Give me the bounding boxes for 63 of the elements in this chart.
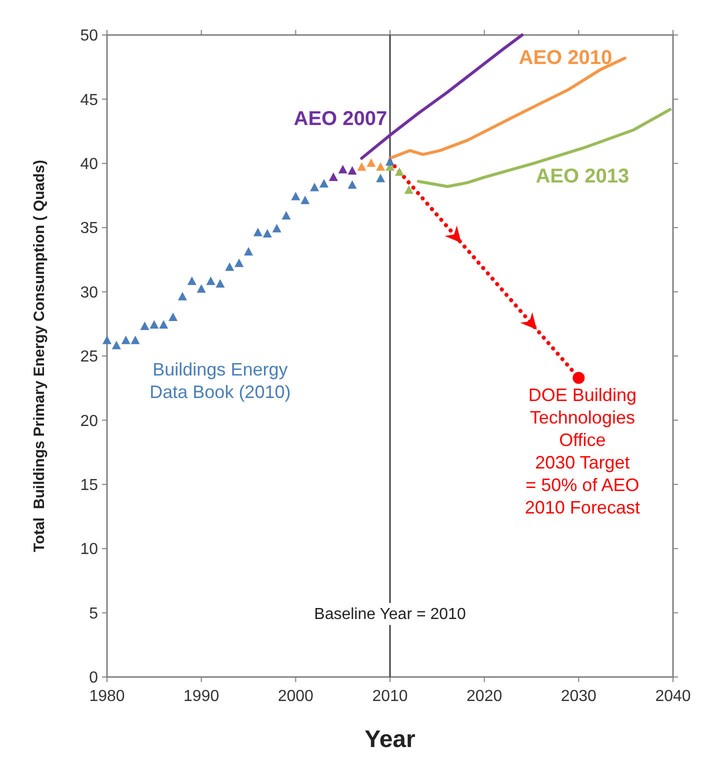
point <box>386 157 394 166</box>
ref-line-label: Baseline Year = 2010 <box>314 606 466 623</box>
series-label: Buildings Energy Data Book (2010) <box>150 359 291 402</box>
x-tick-label: 2020 <box>466 688 502 705</box>
point <box>357 162 366 171</box>
point <box>376 174 386 182</box>
y-tick-label: 0 <box>89 670 98 687</box>
point <box>572 372 585 384</box>
point <box>244 246 253 256</box>
x-tick-label: 2040 <box>655 688 691 705</box>
point <box>319 178 328 188</box>
point <box>376 162 386 171</box>
y-tick-label: 25 <box>80 348 98 366</box>
point <box>159 320 168 329</box>
point <box>216 279 225 288</box>
point <box>366 158 376 167</box>
point <box>272 224 282 232</box>
point <box>112 340 121 350</box>
point <box>282 211 291 220</box>
point <box>196 284 206 293</box>
point <box>187 276 196 286</box>
x-tick-label: 1990 <box>184 688 220 705</box>
point <box>300 196 310 204</box>
point <box>310 182 320 192</box>
point <box>404 185 414 194</box>
point <box>348 180 357 189</box>
y-axis-title: Total Buildings Primary Energy Consumption ( Quads) <box>31 160 48 552</box>
text: DOE Building Technologies Office 2030 Target = 50% of AEO 2010 Forecast <box>524 384 640 518</box>
point <box>328 172 338 182</box>
y-tick-label: 40 <box>80 156 98 173</box>
y-tick-label: 5 <box>89 605 98 622</box>
line-series <box>416 108 672 188</box>
point <box>121 336 130 344</box>
x-tick-label: 2030 <box>560 688 597 705</box>
y-tick-label: 15 <box>80 477 98 494</box>
point <box>130 336 140 344</box>
series-label: AEO 2007 <box>294 108 388 130</box>
point <box>206 276 216 286</box>
x-axis-title: Year <box>364 726 416 753</box>
y-tick-label: 50 <box>80 28 98 45</box>
point <box>102 336 112 344</box>
point <box>234 258 244 268</box>
point <box>178 292 187 300</box>
y-tick-label: 45 <box>80 92 98 109</box>
y-tick-label: 10 <box>80 541 98 558</box>
x-tick-label: 2010 <box>372 688 408 705</box>
point <box>291 192 300 200</box>
point <box>253 228 262 236</box>
x-tick-label: 2000 <box>278 688 314 705</box>
point <box>338 164 348 174</box>
point <box>150 320 159 329</box>
series-label: AEO 2013 <box>536 166 630 188</box>
y-tick-label: 20 <box>80 412 98 430</box>
x-tick-label: 1980 <box>89 688 125 705</box>
point <box>348 166 357 175</box>
point <box>168 312 178 321</box>
y-tick-label: 35 <box>80 220 98 238</box>
point <box>394 167 404 176</box>
point <box>262 229 272 238</box>
point <box>140 321 150 330</box>
y-tick-label: 30 <box>80 284 98 302</box>
series-label: AEO 2010 <box>518 46 612 69</box>
point <box>225 262 234 271</box>
